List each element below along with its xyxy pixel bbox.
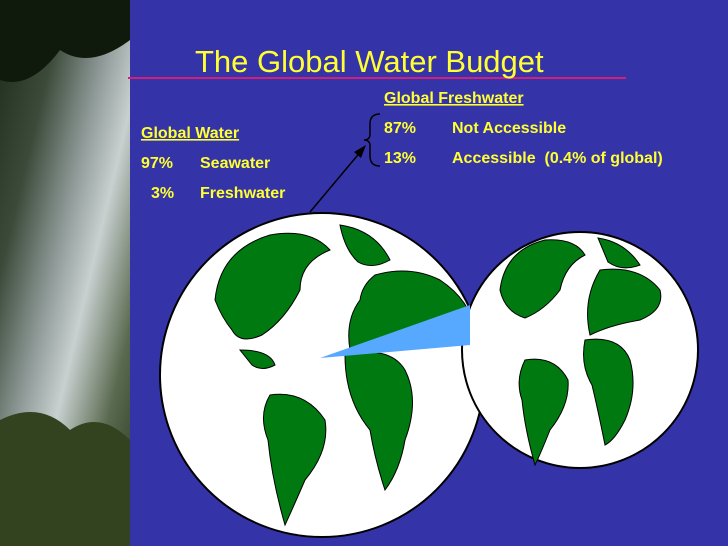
percent: 97% bbox=[141, 155, 173, 172]
label: Accessible (0.4% of global) bbox=[452, 150, 663, 167]
brace bbox=[363, 113, 381, 167]
percent: 13% bbox=[384, 150, 416, 167]
heading: Global Water bbox=[141, 125, 239, 142]
foliage bbox=[0, 0, 130, 82]
zoom-wedge bbox=[320, 305, 470, 358]
large-globe bbox=[159, 212, 485, 538]
grass bbox=[0, 412, 130, 546]
heading: Global Freshwater bbox=[384, 90, 524, 107]
title: The Global Water Budget bbox=[195, 44, 544, 79]
small-globe bbox=[461, 231, 699, 469]
arrow bbox=[309, 149, 363, 213]
label: Seawater bbox=[200, 155, 270, 172]
percent: 3% bbox=[151, 185, 174, 202]
percent: 87% bbox=[384, 120, 416, 137]
label: Not Accessible bbox=[452, 120, 566, 137]
arrow-head bbox=[354, 145, 366, 158]
label: Freshwater bbox=[200, 185, 285, 202]
